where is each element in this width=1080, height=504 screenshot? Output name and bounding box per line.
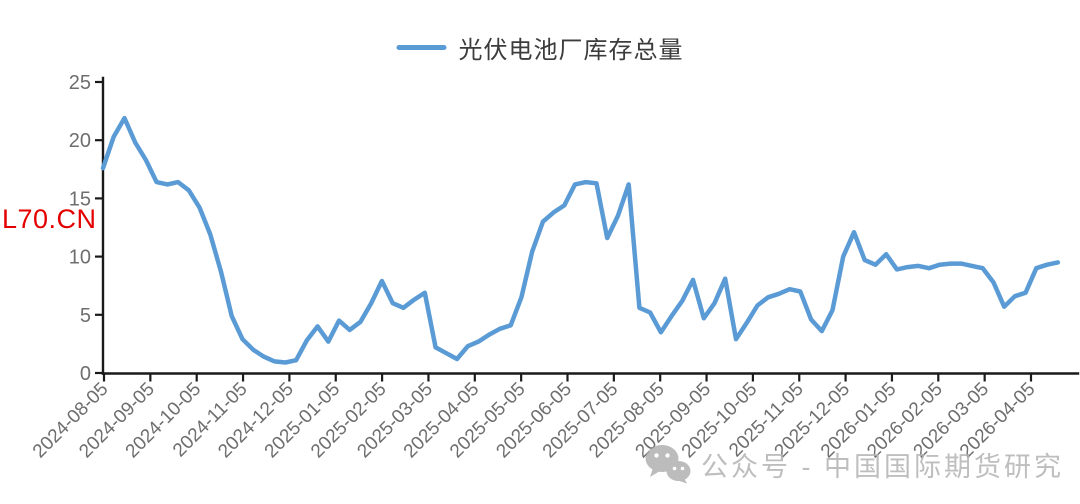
- site-watermark: L70.CN: [2, 204, 97, 234]
- legend-label: 光伏电池厂库存总量: [458, 37, 684, 64]
- inventory-series-line: [100, 115, 1061, 365]
- x-axis-ticks: 2024-08-052024-09-052024-10-052024-11-05…: [29, 373, 1040, 462]
- y-tick-label: 10: [69, 247, 91, 269]
- y-tick-label: 5: [80, 305, 91, 327]
- y-tick-label: 15: [69, 188, 91, 210]
- y-tick-label: 20: [69, 130, 91, 152]
- axes: [101, 76, 1080, 375]
- y-tick-label: 25: [69, 72, 91, 94]
- chart-legend: 光伏电池厂库存总量: [396, 30, 684, 65]
- y-tick-label: 0: [80, 363, 91, 385]
- y-axis-ticks: 0 5 10 15 20 25: [69, 72, 103, 385]
- legend-line-swatch: [396, 45, 447, 50]
